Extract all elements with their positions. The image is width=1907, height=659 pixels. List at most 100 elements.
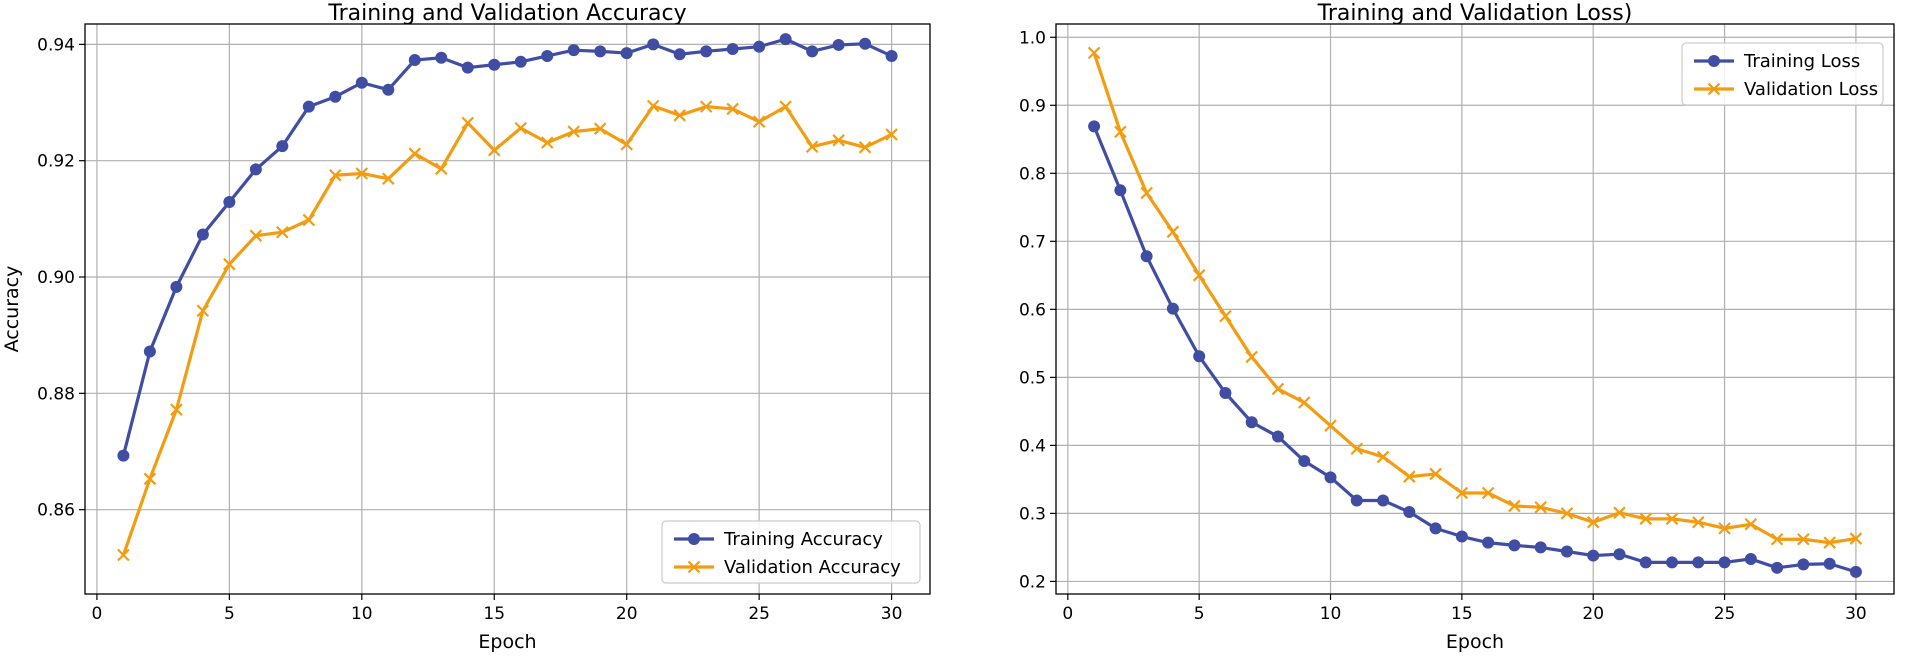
data-point: [1377, 494, 1390, 507]
data-point: [858, 141, 872, 154]
y-tick-label: 0.2: [1019, 572, 1046, 592]
data-point: [487, 143, 501, 157]
data-point: [514, 121, 528, 135]
data-point: [1193, 350, 1206, 363]
data-point: [1587, 549, 1600, 562]
legend-entry: Validation Accuracy: [674, 557, 901, 578]
legend-label: Training Accuracy: [723, 529, 883, 550]
data-point: [1849, 565, 1862, 578]
data-point: [355, 76, 368, 89]
legend: Training Accuracy Validation Accuracy: [661, 520, 921, 584]
data-point: [1350, 442, 1364, 456]
data-point: [1298, 455, 1311, 468]
legend-entry: Training Loss: [1694, 51, 1860, 72]
data-point: [1823, 536, 1836, 549]
y-tick-label: 0.88: [37, 384, 75, 404]
data-point: [1087, 46, 1101, 60]
data-point: [1665, 512, 1679, 526]
x-axis: 0 5 10 15 20 25 30: [1062, 594, 1867, 624]
data-point: [673, 48, 686, 61]
y-tick-label: 0.9: [1019, 96, 1046, 116]
legend-box: [661, 520, 921, 584]
y-tick-label: 0.94: [37, 35, 75, 55]
data-point: [567, 44, 580, 57]
data-point: [541, 49, 554, 62]
data-point: [1166, 225, 1180, 239]
x-tick-label: 15: [483, 604, 505, 624]
data-point: [196, 304, 210, 318]
data-point: [1770, 532, 1784, 546]
plot-frame: [84, 23, 931, 595]
x-axis: 0 5 10 15 20 25 30: [92, 594, 902, 624]
y-tick-label: 0.92: [37, 152, 75, 172]
legend-marker: [688, 533, 700, 545]
data-point: [752, 115, 766, 128]
data-point: [249, 229, 263, 242]
data-point: [514, 55, 527, 68]
y-tick-label: 0.8: [1019, 164, 1046, 184]
data-point: [1744, 552, 1757, 565]
data-point: [1219, 387, 1232, 400]
data-point: [1718, 522, 1731, 535]
x-tick-label: 0: [92, 604, 103, 624]
chart-title: Training and Validation Loss): [1317, 1, 1633, 26]
data-point: [170, 280, 183, 293]
data-point: [435, 51, 448, 64]
data-point: [1508, 499, 1521, 513]
data-point: [143, 472, 157, 486]
data-point: [329, 90, 342, 103]
data-point: [461, 61, 474, 74]
data-point: [1140, 250, 1153, 263]
data-point: [1114, 125, 1127, 139]
x-tick-label: 10: [1320, 604, 1342, 624]
x-axis-label: Epoch: [1446, 631, 1504, 653]
data-point: [117, 548, 130, 562]
series-training-accuracy: [117, 33, 898, 462]
data-point: [885, 49, 898, 62]
series-training-loss: [1088, 120, 1862, 578]
y-axis: 0.2 0.3 0.4 0.5 0.6 0.7 0.8 0.9 1.0: [1019, 28, 1056, 592]
data-point: [434, 162, 448, 176]
data-point: [1429, 522, 1442, 535]
data-point: [1534, 541, 1547, 554]
data-point: [1613, 548, 1626, 561]
data-point: [726, 43, 739, 56]
data-point: [779, 100, 792, 113]
x-axis-label: Epoch: [478, 631, 536, 653]
x-tick-label: 5: [1194, 604, 1205, 624]
data-point: [753, 40, 766, 53]
y-tick-label: 0.90: [37, 268, 75, 288]
data-point: [1718, 556, 1731, 569]
data-point: [249, 163, 262, 176]
data-point: [1744, 518, 1758, 531]
data-point: [646, 99, 660, 113]
data-point: [805, 140, 819, 154]
legend-label: Validation Accuracy: [724, 557, 901, 578]
data-point: [593, 122, 607, 135]
legend-marker: [1708, 55, 1720, 67]
data-point: [1350, 494, 1363, 507]
data-point: [726, 102, 739, 116]
y-tick-label: 0.4: [1019, 436, 1046, 456]
data-point: [1823, 557, 1836, 570]
data-point: [859, 37, 872, 50]
y-tick-label: 0.5: [1019, 368, 1046, 388]
data-point: [1639, 512, 1653, 526]
data-point: [885, 128, 898, 141]
data-point: [1560, 545, 1573, 558]
gridlines: [85, 24, 930, 594]
series-line: [121, 104, 893, 556]
y-axis-label: Accuracy: [1, 266, 23, 353]
data-point: [276, 225, 289, 239]
legend-entry: Validation Loss: [1694, 79, 1878, 100]
data-point: [1692, 556, 1705, 569]
data-point: [1297, 396, 1311, 409]
data-point: [329, 168, 342, 182]
data-point: [1613, 506, 1626, 519]
data-point: [1192, 269, 1206, 282]
chart-2: 0 5 10 15 20 25 30 0.2 0.3 0.4 0.5 0.6 0.7 0.8 0.9 1.0 T…: [1019, 1, 1895, 653]
data-point: [1560, 507, 1574, 520]
data-point: [1771, 561, 1784, 574]
data-point: [1403, 506, 1416, 519]
